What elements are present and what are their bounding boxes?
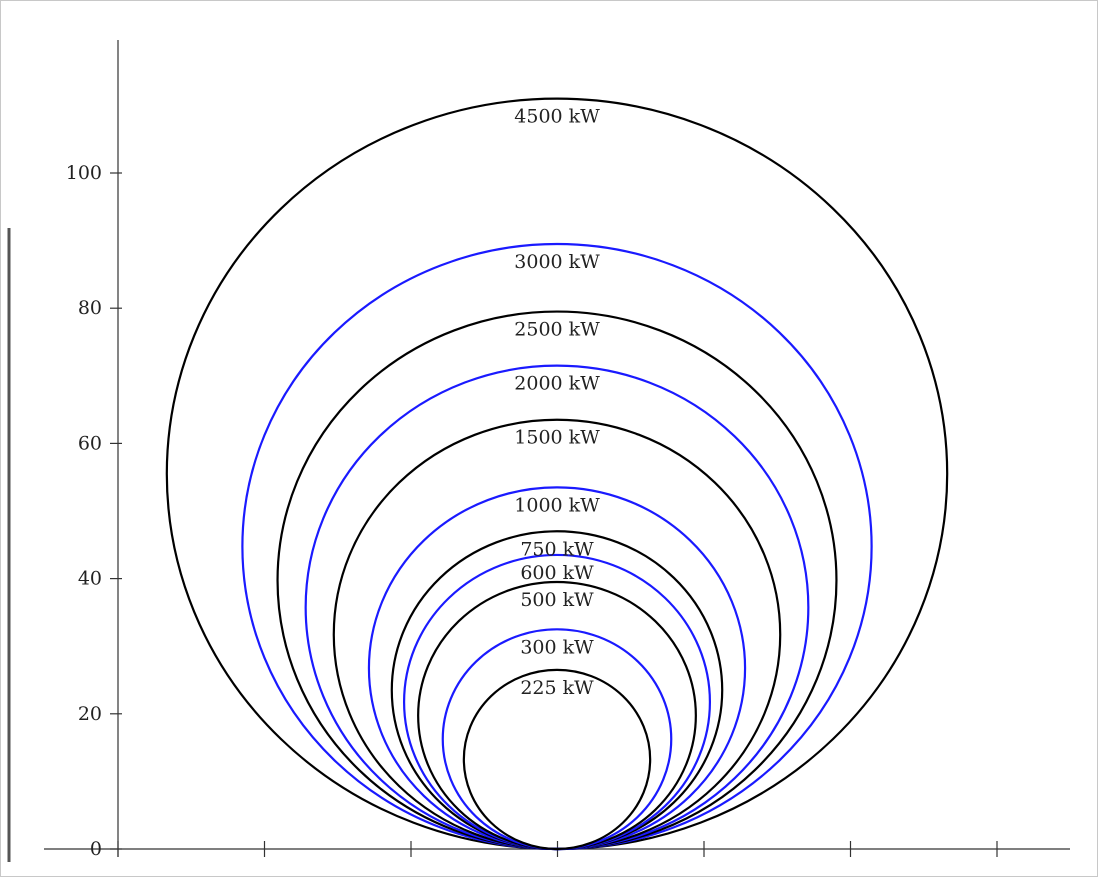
series-label: 4500 kW [514, 106, 600, 128]
series-label: 1500 kW [514, 427, 600, 449]
y-tick-label: 40 [78, 568, 102, 590]
y-tick-label: 20 [78, 703, 102, 725]
axes: 0 20 40 60 80 100 [44, 40, 1070, 860]
series-label: 2000 kW [514, 373, 600, 395]
series-curve [332, 418, 782, 851]
y-tick-label: 0 [90, 838, 102, 860]
series-labels: 4500 kW 3000 kW 2500 kW 2000 kW 1500 kW 1000 … [514, 106, 600, 699]
y-tick-label: 100 [66, 162, 102, 184]
series-curve [462, 668, 652, 851]
series-label: 2500 kW [514, 319, 600, 341]
series-label: 1000 kW [514, 494, 600, 516]
series-label: 600 kW [520, 562, 594, 584]
series-curve [165, 97, 949, 851]
series-curve [417, 580, 697, 851]
series-curve [441, 628, 673, 851]
y-tick-label: 60 [78, 432, 102, 454]
y-tick-label: 80 [78, 297, 102, 319]
series-label: 225 kW [520, 677, 594, 699]
series-curves [165, 97, 949, 851]
series-label: 750 kW [520, 538, 594, 560]
series-label: 3000 kW [514, 251, 600, 273]
series-label: 500 kW [520, 589, 594, 611]
series-label: 300 kW [520, 636, 594, 658]
